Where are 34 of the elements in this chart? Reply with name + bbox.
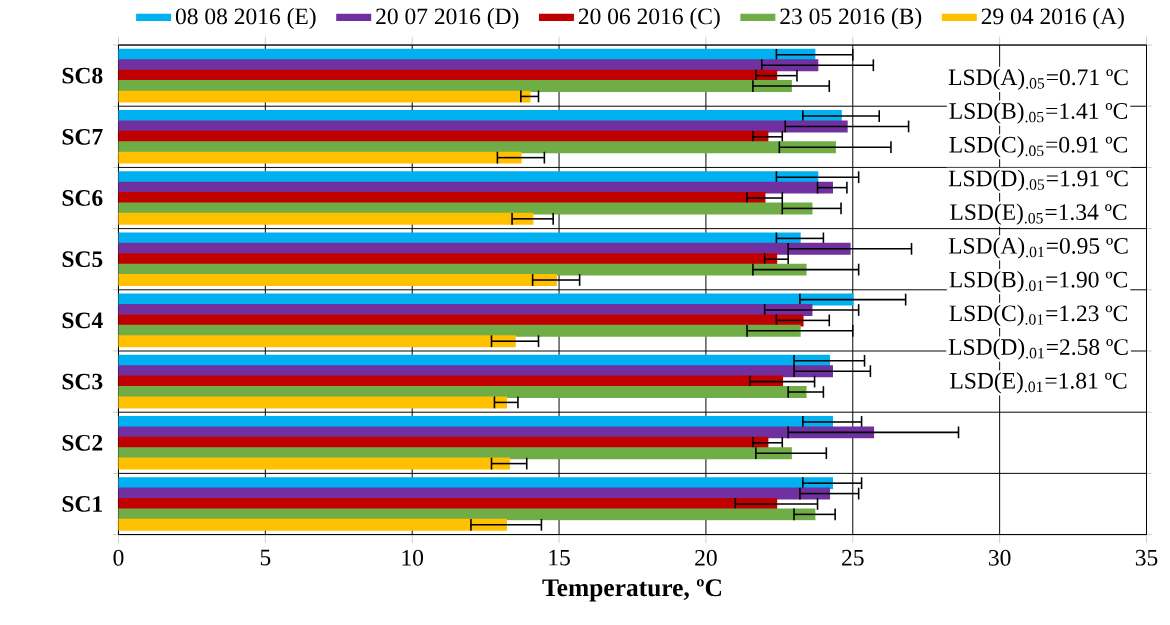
- y-tick-label: SC5: [62, 251, 103, 268]
- x-tick-label: 20: [695, 550, 717, 566]
- legend-label: 23 05 2016 (B): [780, 7, 922, 30]
- x-tick-label: 10: [402, 550, 424, 566]
- annotation: LSD(B)$_{.05}$=1.41 ºC: [949, 102, 1127, 124]
- x-tick-label: 30: [989, 550, 1011, 566]
- x-tick-label: 25: [842, 550, 864, 566]
- bar: [118, 314, 804, 327]
- annotation: LSD(D)$_{.05}$=1.91 ºC: [948, 170, 1128, 192]
- x-tick-label: 35: [1135, 550, 1158, 566]
- y-tick-label: SC7: [62, 129, 103, 145]
- x-tick-label: 5: [260, 550, 271, 566]
- annotation: LSD(D)$_{.01}$=2.58 ºC: [948, 338, 1128, 360]
- y-tick-label: SC2: [62, 435, 103, 451]
- legend-label: 20 06 2016 (C): [578, 7, 720, 30]
- annotation: LSD(A)$_{.05}$=0.71 ºC: [948, 68, 1128, 91]
- legend-label: 29 04 2016 (A): [981, 7, 1124, 30]
- annotation: LSD(B)$_{.01}$=1.90 ºC: [949, 271, 1127, 293]
- y-tick-label: SC3: [62, 373, 103, 390]
- y-tick-label: SC6: [62, 190, 103, 207]
- annotation: LSD(E)$_{.01}$=1.81 ºC: [950, 372, 1127, 394]
- annotation: LSD(C)$_{.01}$=1.23 ºC: [949, 304, 1127, 327]
- legend-label: 20 07 2016 (D): [376, 7, 519, 30]
- x-axis-title: Temperature, ºC: [542, 579, 722, 602]
- y-tick-label: SC8: [62, 67, 103, 84]
- annotation: LSD(C)$_{.05}$=0.91 ºC: [949, 136, 1127, 158]
- x-tick-label: 15: [549, 550, 570, 566]
- annotation: LSD(A)$_{.01}$=0.95 ºC: [948, 237, 1128, 259]
- x-tick-label: 0: [113, 550, 124, 566]
- y-tick-label: SC1: [62, 496, 102, 513]
- annotation: LSD(E)$_{.05}$=1.34 ºC: [950, 203, 1127, 226]
- bar: [118, 253, 778, 266]
- legend-label: 08 08 2016 (E): [175, 7, 316, 30]
- y-tick-label: SC4: [62, 312, 103, 329]
